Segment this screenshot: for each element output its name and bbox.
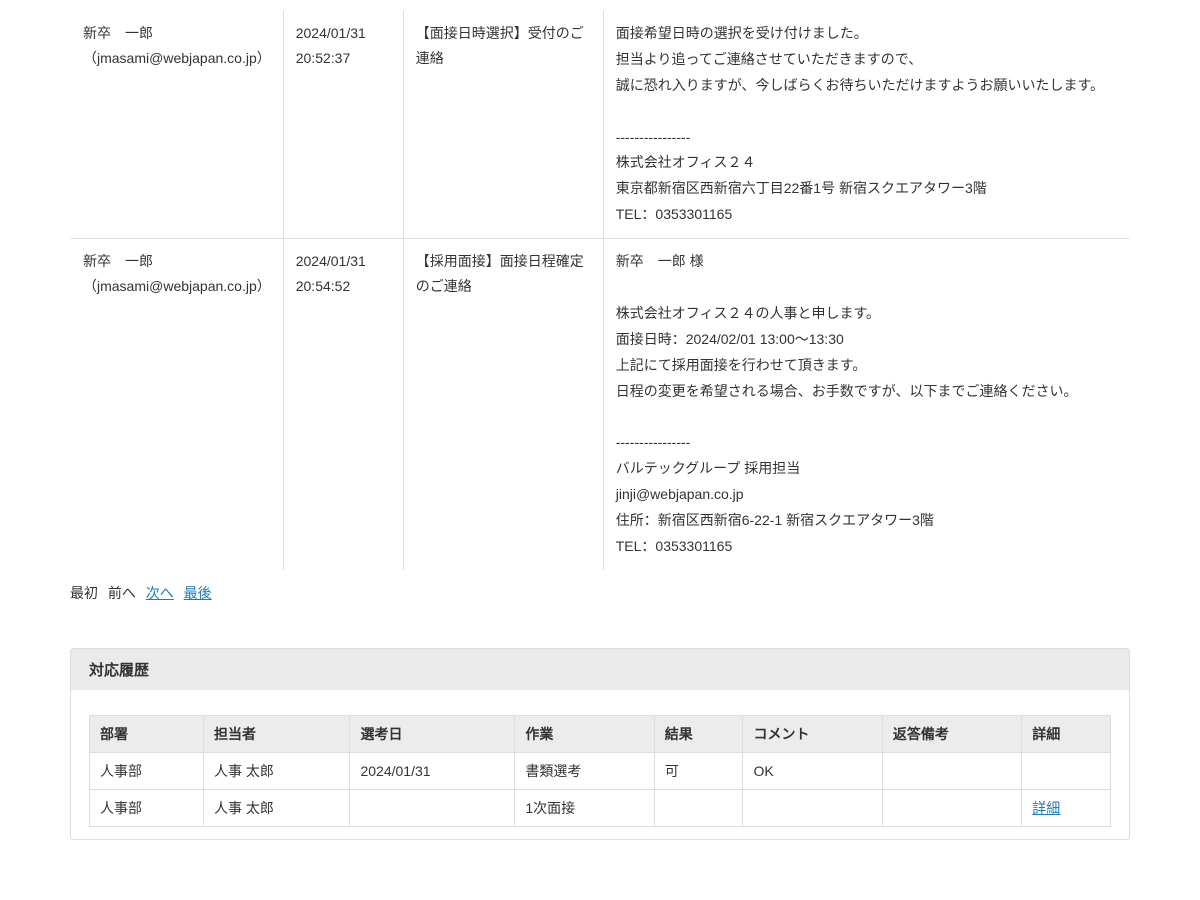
history-col-result: 結果	[654, 715, 743, 752]
history-department: 人事部	[90, 752, 204, 789]
message-sender: 新卒 一郎（jmasami@webjapan.co.jp）	[71, 239, 284, 571]
message-subject: 【面接日時選択】受付のご連絡	[403, 11, 603, 239]
history-col-reply-note: 返答備考	[882, 715, 1021, 752]
history-col-comment: コメント	[743, 715, 882, 752]
message-row: 新卒 一郎（jmasami@webjapan.co.jp） 2024/01/31…	[71, 11, 1130, 239]
history-result	[654, 789, 743, 826]
message-datetime: 2024/01/31 20:54:52	[283, 239, 403, 571]
history-col-date: 選考日	[350, 715, 515, 752]
history-detail-link[interactable]: 詳細	[1032, 800, 1060, 816]
message-body: 面接希望日時の選択を受け付けました。 担当より追ってご連絡させていただきますので…	[616, 21, 1117, 228]
history-col-task: 作業	[515, 715, 654, 752]
history-date: 2024/01/31	[350, 752, 515, 789]
pagination: 最初 前へ 次へ 最後	[70, 583, 1130, 603]
history-section-title: 対応履歴	[70, 648, 1130, 690]
history-row: 人事部 人事 太郎 1次面接 詳細	[90, 789, 1111, 826]
history-comment	[743, 789, 882, 826]
message-subject: 【採用面接】面接日程確定のご連絡	[403, 239, 603, 571]
history-col-detail: 詳細	[1022, 715, 1111, 752]
pagination-last-link[interactable]: 最後	[184, 585, 212, 601]
pagination-first: 最初	[70, 585, 98, 601]
history-reply-note	[882, 789, 1021, 826]
history-person: 人事 太郎	[204, 752, 350, 789]
history-task: 書類選考	[515, 752, 654, 789]
pagination-prev: 前へ	[108, 585, 136, 601]
history-row: 人事部 人事 太郎 2024/01/31 書類選考 可 OK	[90, 752, 1111, 789]
message-sender: 新卒 一郎（jmasami@webjapan.co.jp）	[71, 11, 284, 239]
pagination-next-link[interactable]: 次へ	[146, 585, 174, 601]
history-col-department: 部署	[90, 715, 204, 752]
history-comment: OK	[743, 752, 882, 789]
history-detail-cell	[1022, 752, 1111, 789]
history-table: 部署 担当者 選考日 作業 結果 コメント 返答備考 詳細 人事部 人事 太郎 …	[89, 715, 1111, 827]
history-task: 1次面接	[515, 789, 654, 826]
history-result: 可	[654, 752, 743, 789]
message-body-cell: 新卒 一郎 様 株式会社オフィス２４の人事と申します。 面接日時：2024/02…	[603, 239, 1129, 571]
history-panel: 部署 担当者 選考日 作業 結果 コメント 返答備考 詳細 人事部 人事 太郎 …	[70, 690, 1130, 840]
message-row: 新卒 一郎（jmasami@webjapan.co.jp） 2024/01/31…	[71, 239, 1130, 571]
message-datetime: 2024/01/31 20:52:37	[283, 11, 403, 239]
history-date	[350, 789, 515, 826]
history-header-row: 部署 担当者 選考日 作業 結果 コメント 返答備考 詳細	[90, 715, 1111, 752]
history-detail-cell: 詳細	[1022, 789, 1111, 826]
message-body: 新卒 一郎 様 株式会社オフィス２４の人事と申します。 面接日時：2024/02…	[616, 249, 1117, 560]
history-department: 人事部	[90, 789, 204, 826]
history-col-person: 担当者	[204, 715, 350, 752]
message-body-cell: 面接希望日時の選択を受け付けました。 担当より追ってご連絡させていただきますので…	[603, 11, 1129, 239]
history-person: 人事 太郎	[204, 789, 350, 826]
history-reply-note	[882, 752, 1021, 789]
message-table: 新卒 一郎（jmasami@webjapan.co.jp） 2024/01/31…	[70, 10, 1130, 571]
